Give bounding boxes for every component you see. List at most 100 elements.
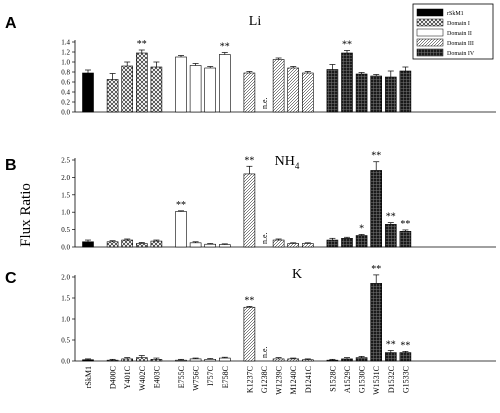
significance-label: ** — [342, 40, 352, 51]
panel-letter: A — [5, 15, 17, 32]
significance-label: ** — [176, 200, 186, 211]
bar-w1239c — [272, 358, 285, 362]
significance-label: ** — [386, 212, 396, 223]
category-label-m1240c: M1240C — [289, 366, 298, 394]
bar-d1532c — [384, 76, 397, 113]
category-label-g1533c: G1533C — [401, 366, 410, 393]
y-tick-label: 1.0 — [61, 209, 70, 217]
legend-label: Domain I — [447, 21, 470, 27]
bar-w402c — [136, 243, 148, 248]
category-labels: rSkM1 D400C Y401C W402C E403C E755C W756C I757C… — [84, 366, 410, 395]
category-label-g1238c: G1238C — [260, 366, 269, 393]
legend-label: Domain II — [447, 31, 472, 37]
bar-w756c — [189, 242, 202, 248]
category-label-w1531c: W1531C — [372, 366, 381, 395]
not-expressed-label: n.e. — [260, 346, 269, 358]
bar-m1240c — [287, 67, 300, 113]
bar-m1240c — [287, 358, 300, 362]
category-label-w1239c: W1239C — [275, 366, 284, 395]
bar-i757c — [204, 243, 216, 248]
legend-swatch — [416, 18, 444, 27]
category-label-e758c: E758C — [221, 366, 230, 388]
significance-label: ** — [371, 151, 381, 162]
y-tick-label: 0.4 — [61, 89, 70, 97]
legend: rSkM1 Domain I Domain II Domain III Domain I… — [412, 3, 494, 60]
bar-d1241c — [301, 243, 314, 248]
bar-d400c — [106, 79, 119, 113]
bar-y401c — [121, 239, 133, 248]
bar-rskm1 — [82, 359, 94, 362]
significance-label: ** — [244, 155, 254, 166]
bar-i757c — [204, 359, 216, 362]
bar-g1530c — [355, 357, 368, 362]
y-tick-label: 1.5 — [61, 295, 70, 303]
bar-y401c — [121, 358, 133, 362]
bar-a1529c — [341, 238, 353, 248]
panel-letter: C — [5, 270, 17, 287]
y-tick-label: 0.2 — [61, 99, 70, 107]
significance-label: ** — [244, 295, 254, 306]
bar-g1533c — [399, 231, 412, 248]
y-tick-label: 1.5 — [61, 191, 70, 199]
bar-m1240c — [287, 243, 300, 248]
bar-w1531c — [370, 282, 383, 362]
significance-label: ** — [400, 219, 410, 230]
bar-g1533c — [399, 70, 412, 113]
panel-title: Li — [249, 14, 262, 29]
y-tick-label: 0.0 — [61, 109, 70, 117]
y-tick-label: 2.0 — [61, 274, 70, 282]
category-label-d1241c: D1241C — [304, 366, 313, 393]
y-tick-label: 1.0 — [61, 316, 70, 324]
bar-e755c — [175, 56, 187, 113]
bar-k1237c — [243, 306, 256, 362]
y-tick-label: 0.6 — [61, 79, 70, 87]
significance-label: ** — [371, 264, 381, 275]
y-tick-label: 1.2 — [61, 49, 70, 57]
category-label-s1528c: S1528C — [328, 366, 337, 392]
bar-rskm1 — [82, 241, 94, 248]
y-tick-label: 0.5 — [61, 226, 70, 234]
bar-y401c — [121, 65, 133, 113]
y-tick-label: 0.0 — [61, 358, 70, 366]
significance-label: ** — [137, 39, 147, 50]
bar-k1237c — [243, 173, 256, 248]
y-tick-label: 1.0 — [61, 59, 70, 67]
legend-swatch — [416, 8, 444, 17]
bar-w402c — [136, 357, 148, 362]
y-tick-label: 0.0 — [61, 244, 70, 252]
significance-label: * — [359, 223, 364, 234]
category-label-a1529c: A1529C — [343, 366, 352, 393]
category-label-d1532c: D1532C — [387, 366, 396, 393]
legend-swatch — [416, 48, 444, 57]
bar-w1531c — [370, 170, 383, 248]
category-label-rskm1: rSkM1 — [84, 366, 93, 388]
significance-label: ** — [400, 340, 410, 351]
bar-g1530c — [355, 73, 368, 113]
not-expressed-label: n.e. — [260, 97, 269, 109]
bar-e758c — [219, 54, 231, 113]
panel-c: C K 0.0 0.5 1.0 1.5 2.0 ** n.e. ** ** ** — [5, 264, 496, 366]
category-label-g1530c: G1530C — [358, 366, 367, 393]
y-tick-label: 2.5 — [61, 157, 70, 165]
bar-d400c — [106, 241, 119, 248]
legend-label: rSkM1 — [447, 11, 464, 17]
y-tick-label: 0.5 — [61, 337, 70, 345]
category-label-e755c: E755C — [177, 366, 186, 388]
category-label-y401c: Y401C — [123, 366, 132, 389]
bar-a1529c — [341, 52, 353, 113]
bar-w756c — [189, 358, 202, 362]
bar-w1239c — [272, 239, 285, 248]
bar-g1530c — [355, 235, 368, 248]
not-expressed-label: n.e. — [260, 232, 269, 244]
bar-e403c — [150, 359, 163, 362]
legend-swatch — [416, 38, 444, 47]
y-tick-label: 2.0 — [61, 174, 70, 182]
category-label-w402c: W402C — [138, 366, 147, 391]
bar-w756c — [189, 65, 202, 113]
bar-g1533c — [399, 352, 412, 362]
category-label-d400c: D400C — [109, 366, 118, 389]
bar-s1528c — [326, 69, 339, 113]
bar-k1237c — [243, 72, 256, 113]
